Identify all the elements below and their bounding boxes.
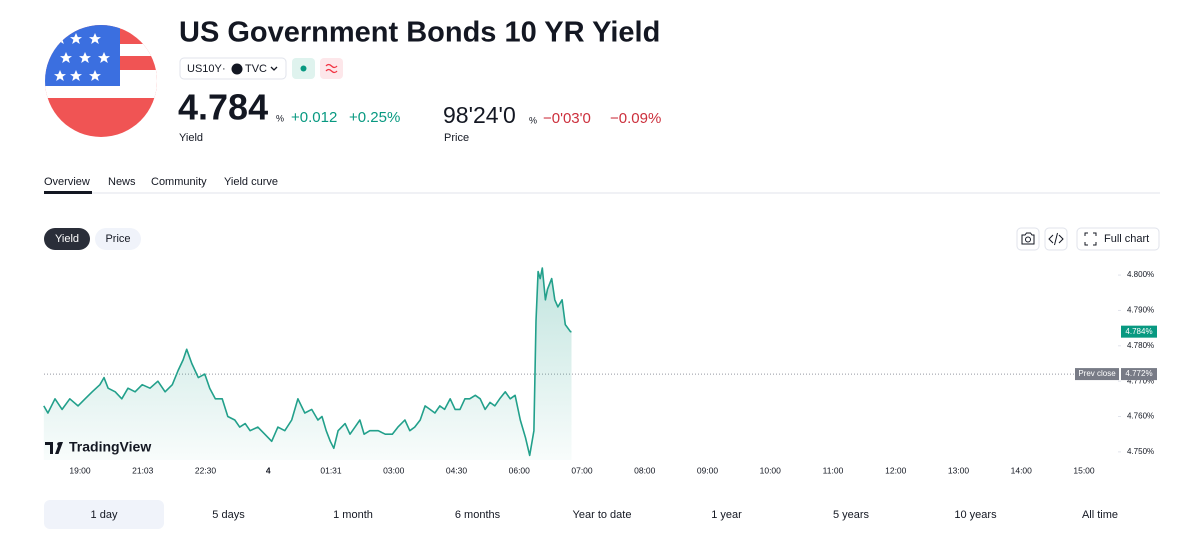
price-label: Price	[444, 132, 469, 144]
full-chart-label: Full chart	[1104, 233, 1149, 245]
full-chart-button[interactable]	[1076, 227, 1160, 251]
title: US Government Bonds 10 YR Yield	[179, 17, 660, 49]
area-fill	[43, 268, 572, 460]
camera-lens	[1025, 236, 1031, 243]
x-tick-label: 19:00	[69, 465, 91, 475]
price-change: −0'03'0	[543, 110, 591, 127]
code-icon	[1048, 232, 1064, 246]
toggle-label: Yield	[55, 233, 79, 245]
tradingview-logo-dot	[57, 442, 61, 446]
y-tick-label: 4.760%	[1127, 412, 1154, 421]
prev-close-label: Prev close	[1078, 369, 1116, 378]
snapshot-button[interactable]	[1016, 227, 1040, 251]
x-tick-label: 04:30	[446, 465, 468, 475]
range-bar: 1 day 5 days 1 month 6 months Year to date 1 …	[44, 500, 1118, 529]
watermark: TradingView	[69, 439, 151, 455]
yield-unit: %	[276, 113, 284, 123]
toggle-option[interactable]	[95, 228, 141, 250]
tab[interactable]: Overview	[44, 176, 90, 188]
x-tick-label: 11:00	[823, 465, 844, 475]
x-tick-label: 14:00	[1011, 465, 1033, 475]
prev-close-tag	[1075, 368, 1119, 381]
y-tick-label: 4.780%	[1127, 341, 1154, 350]
x-tick-label: 12:00	[885, 465, 907, 475]
range-button[interactable]: 5 days	[212, 509, 245, 521]
range-button[interactable]: 1 month	[333, 509, 373, 521]
exchange: TVC	[245, 63, 267, 75]
x-tick-label: 15:00	[1073, 465, 1095, 475]
toggle-label: Price	[105, 233, 130, 245]
range-button[interactable]: 1 year	[711, 509, 742, 521]
delayed-status[interactable]	[320, 58, 343, 79]
yield-value: 4.784	[178, 87, 268, 128]
symbol: US10Y	[187, 63, 223, 75]
range-button[interactable]: Year to date	[573, 509, 632, 521]
x-tick-label: 4	[266, 465, 271, 475]
camera-icon	[1021, 232, 1035, 245]
prev-close-value: 4.772%	[1125, 369, 1152, 378]
x-tick-label: 01:31	[320, 465, 342, 475]
x-tick-label: 22:30	[195, 465, 217, 475]
y-tick-label: 4.800%	[1127, 270, 1154, 279]
range-button[interactable]: All time	[1082, 509, 1118, 521]
yield-change-percent: +0.25%	[349, 109, 400, 126]
flag-icon	[45, 25, 157, 137]
x-tick-label: 08:00	[634, 465, 656, 475]
x-tick-label: 07:00	[571, 465, 593, 475]
x-tick-label: 13:00	[948, 465, 970, 475]
price-unit: %	[529, 115, 537, 125]
last-value-label: 4.784%	[1125, 327, 1152, 336]
yield-label: Yield	[179, 132, 203, 144]
range-button[interactable]: 1 day	[91, 509, 118, 521]
line	[43, 267, 572, 457]
x-tick-label: 21:03	[132, 465, 154, 475]
chart: 4.750% 4.760% 4.770% 4.780% 4.790% 4.800% 19:0…	[43, 267, 1157, 475]
price-value: 98'24'0	[443, 102, 516, 128]
tab[interactable]: News	[108, 176, 136, 188]
y-tick-label: 4.770%	[1127, 376, 1154, 385]
chevron	[270, 66, 278, 71]
prev-close-value-tag	[1121, 368, 1157, 381]
x-tick-label: 03:00	[383, 465, 405, 475]
tab[interactable]: Yield curve	[224, 176, 278, 188]
range-button[interactable]: 10 years	[954, 509, 997, 521]
active-tab-underline	[44, 191, 92, 194]
status-dot	[300, 65, 307, 72]
toggle-active[interactable]	[44, 228, 90, 250]
range-button[interactable]: 5 years	[833, 509, 870, 521]
last-value-tag	[1121, 325, 1157, 338]
x-tick-label: 09:00	[697, 465, 719, 475]
tab[interactable]: Community	[151, 176, 207, 188]
y-tick-label: 4.750%	[1127, 447, 1154, 456]
delayed-icon	[325, 63, 338, 74]
fullscreen-icon	[1084, 232, 1097, 246]
y-tick-label: 4.790%	[1127, 306, 1154, 315]
range-button-active[interactable]	[44, 500, 164, 529]
exchange-logo	[231, 63, 243, 75]
range-button[interactable]: 6 months	[455, 509, 501, 521]
separator: ·	[222, 63, 226, 75]
x-tick-label: 10:00	[760, 465, 782, 475]
yield-change: +0.012	[291, 109, 337, 126]
price-change-percent: −0.09%	[610, 110, 661, 127]
x-tick-label: 06:00	[509, 465, 531, 475]
